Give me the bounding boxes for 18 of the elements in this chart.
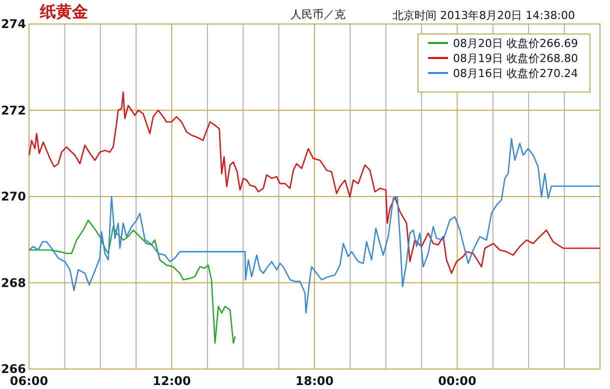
line-series xyxy=(28,220,236,344)
legend-label: 08月16日 收盘价270.24 xyxy=(453,67,578,80)
text: 北京时间 2013年8月20日 14:38:00 xyxy=(392,9,575,22)
y-tick-label: 272 xyxy=(0,103,26,118)
x-tick-label: 00:00 xyxy=(438,374,476,388)
legend-label: 08月20日 收盘价266.69 xyxy=(453,37,578,50)
x-tick-label: 12:00 xyxy=(152,374,191,388)
y-tick-label: 270 xyxy=(0,190,26,204)
x-tick-label: 06:00 xyxy=(10,374,48,388)
legend-label: 08月19日 收盘价268.80 xyxy=(453,52,578,65)
line-series xyxy=(28,138,601,314)
x-tick-label: 18:00 xyxy=(295,374,334,388)
y-tick-label: 274 xyxy=(0,17,26,31)
chart-title: 纸黄金 xyxy=(39,2,88,21)
chart-subtitle: 人民币／克 xyxy=(290,8,346,21)
y-tick-label: 266 xyxy=(0,362,26,376)
line-series xyxy=(28,91,601,274)
y-tick-label: 268 xyxy=(0,276,26,290)
